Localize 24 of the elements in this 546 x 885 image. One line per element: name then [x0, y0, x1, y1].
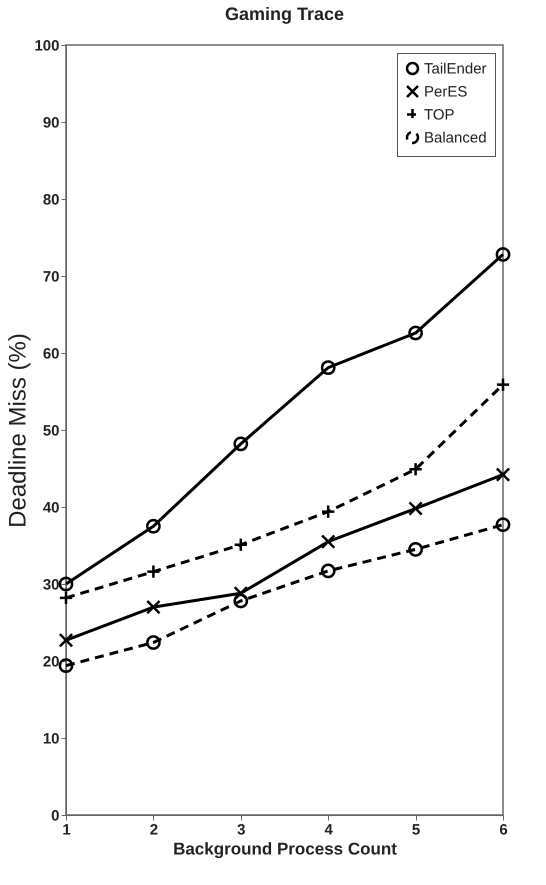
x-tick-label: 2 — [150, 822, 158, 838]
y-tick-label: 30 — [42, 576, 60, 594]
x-tick-label: 4 — [324, 822, 334, 838]
y-tick-label: 80 — [42, 192, 60, 208]
y-tick-label: 0 — [51, 808, 60, 824]
y-tick-label: 100 — [34, 38, 60, 54]
x-tick-label: 3 — [237, 822, 246, 838]
x-tick-label: 6 — [499, 822, 508, 838]
chart-title: Gaming Trace — [224, 4, 344, 24]
legend-label: PerES — [424, 84, 468, 100]
y-tick-label: 70 — [42, 268, 60, 286]
y-tick-label: 20 — [42, 654, 60, 670]
y-tick-label: 60 — [42, 346, 60, 362]
y-tick-label: 50 — [42, 422, 60, 440]
y-tick-label: 40 — [42, 500, 60, 516]
y-axis-title: Deadline Miss (%) — [4, 333, 32, 528]
x-tick-label: 5 — [412, 822, 420, 838]
y-tick-label: 10 — [42, 730, 60, 748]
y-tick-label: 90 — [42, 114, 60, 132]
legend-label: Balanced — [424, 130, 487, 146]
legend-label: TOP — [424, 106, 455, 124]
x-axis-title: Background Process Count — [173, 840, 398, 858]
x-tick-label: 1 — [62, 822, 71, 838]
legend-label: TailEnder — [424, 60, 487, 78]
